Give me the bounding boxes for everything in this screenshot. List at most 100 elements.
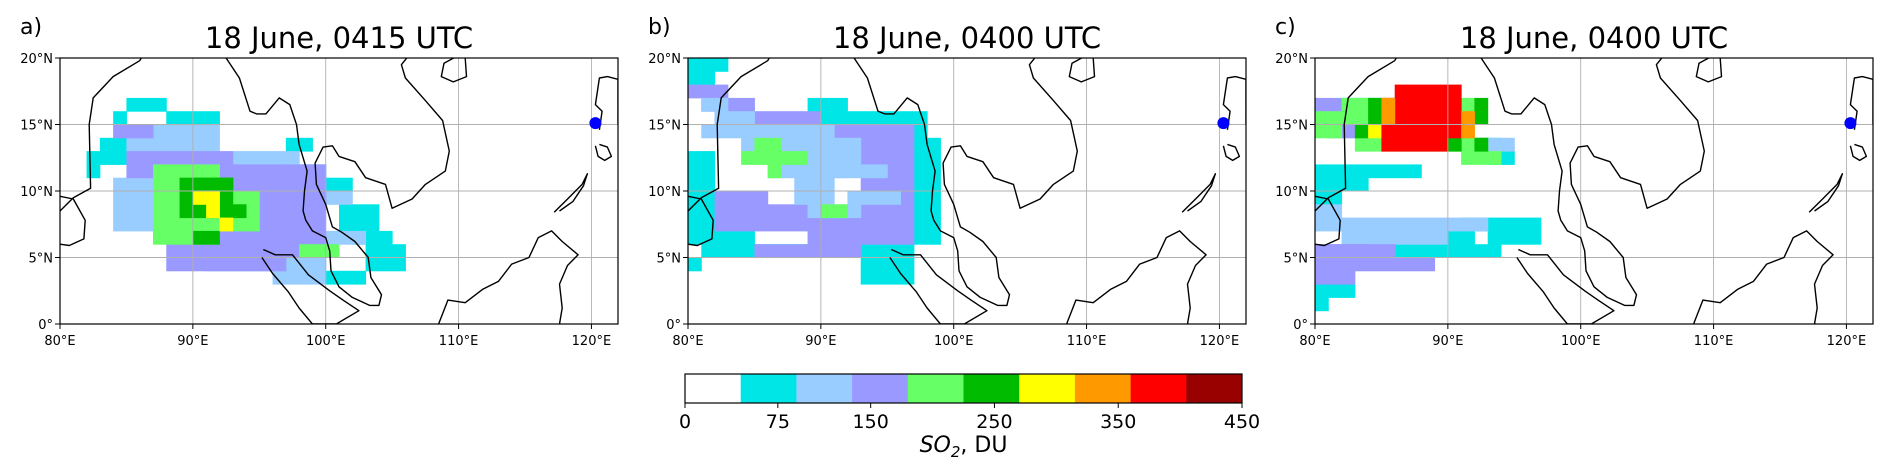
so2-cell (99, 137, 127, 152)
y-tick-label: 0° (1293, 318, 1308, 333)
y-tick-label: 15°N (648, 119, 681, 134)
panel-title: 18 June, 0400 UTC (1460, 21, 1728, 55)
colorbar-tick-label: 350 (1100, 411, 1136, 433)
map-area (1315, 31, 1873, 324)
coastline (688, 195, 714, 247)
y-tick-label: 20°N (648, 52, 681, 67)
so2-cell (153, 164, 220, 179)
colorbar-segment (685, 374, 741, 403)
so2-cell (339, 204, 380, 232)
panel-c: 80°E 90°E 100°E 110°E 120°E 0° 5°N 10°N 15°N 20°N… (1275, 15, 1874, 349)
panel-a: 80°E 90°E 100°E 110°E 120°E 0° 5°N 10°N 15°N 20°N… (20, 15, 619, 349)
so2-cell (754, 244, 862, 258)
panel-label: a) (20, 15, 42, 40)
so2-cell (325, 230, 367, 245)
panel-label: c) (1275, 15, 1296, 40)
x-tick-label: 100°E (306, 334, 346, 349)
coastline (594, 143, 613, 162)
so2-cell (219, 204, 247, 219)
so2-cell (1315, 284, 1356, 298)
so2-cell (860, 270, 915, 285)
coastline (1808, 173, 1844, 213)
coastline (261, 248, 360, 324)
colorbar-tick-label: 250 (976, 411, 1012, 433)
coastline (1695, 58, 1723, 83)
so2-cell (1315, 217, 1489, 232)
so2-cell (1474, 97, 1489, 125)
coastline (1068, 58, 1096, 83)
so2-cell (1315, 164, 1422, 179)
coastline (889, 248, 988, 324)
so2-cell (1447, 230, 1475, 245)
so2-cell (86, 164, 101, 179)
x-tick-label: 100°E (934, 334, 974, 349)
panel-b: 80°E 90°E 100°E 110°E 120°E 0° 5°N 10°N 15°N 20°N… (648, 15, 1247, 349)
colorbar-frame (684, 373, 1243, 404)
so2-cell (1447, 137, 1462, 152)
so2-cell (688, 58, 729, 72)
so2-cell (192, 191, 207, 205)
so2-cell (1341, 230, 1449, 245)
so2-cell (820, 204, 848, 219)
so2-cell (1315, 297, 1329, 312)
coastline (553, 173, 589, 213)
x-tick-label: 90°E (1432, 334, 1463, 349)
map-area (60, 31, 618, 324)
so2-cell (807, 217, 915, 245)
so2-cell (365, 257, 406, 272)
coastline (60, 195, 86, 247)
colorbar-tick-label: 0 (679, 411, 691, 433)
colorbar-segment (740, 374, 797, 403)
so2-cell (1315, 177, 1369, 192)
coastline (1849, 143, 1868, 162)
so2-cell (365, 244, 406, 258)
x-tick-label: 120°E (1827, 334, 1867, 349)
coastline (1315, 58, 1398, 212)
coastline (853, 58, 1078, 307)
coastline (225, 58, 450, 307)
y-tick-label: 10°N (648, 185, 681, 200)
so2-cell (232, 151, 300, 165)
coastline (1315, 195, 1341, 247)
coastline (1181, 173, 1217, 213)
so2-cell (1487, 230, 1542, 245)
so2-cell (1461, 151, 1502, 165)
so2-cell (113, 111, 127, 125)
coastline (1065, 230, 1207, 324)
panel-title: 18 June, 0400 UTC (833, 21, 1101, 55)
so2-cell (192, 230, 220, 245)
y-tick-label: 20°N (20, 52, 53, 67)
so2-cell (1461, 244, 1502, 258)
y-tick-label: 10°N (1275, 185, 1308, 200)
so2-cell (1368, 124, 1382, 139)
so2-cell (701, 124, 835, 139)
y-tick-label: 5°N (657, 252, 682, 267)
coastline (1846, 31, 1873, 54)
colorbar-segment (907, 374, 964, 403)
so2-cell (767, 151, 809, 165)
so2-cell (325, 177, 353, 192)
so2-cell (794, 177, 835, 192)
so2-cell (1315, 97, 1343, 112)
colorbar-label-main: SO (920, 433, 951, 458)
so2-cell (192, 177, 234, 192)
colorbar-label-rest: , DU (960, 433, 1007, 458)
x-tick-label: 110°E (1067, 334, 1107, 349)
so2-cell (1328, 244, 1396, 258)
colorbar-label-sub: 2 (951, 443, 961, 461)
colorbar-tick-label: 75 (766, 411, 790, 433)
so2-cell (688, 257, 702, 272)
so2-cell (688, 84, 729, 99)
colorbar-segment (1074, 374, 1131, 403)
coastline (591, 31, 618, 54)
so2-cell (1381, 137, 1449, 152)
y-tick-label: 15°N (1275, 119, 1308, 134)
y-tick-label: 15°N (20, 119, 53, 134)
x-tick-label: 90°E (177, 334, 208, 349)
so2-cell (1354, 124, 1369, 139)
so2-cell (701, 230, 755, 245)
so2-cell (820, 111, 928, 125)
colorbar-segment (796, 374, 853, 403)
x-tick-label: 90°E (805, 334, 836, 349)
so2-cell (299, 244, 340, 258)
